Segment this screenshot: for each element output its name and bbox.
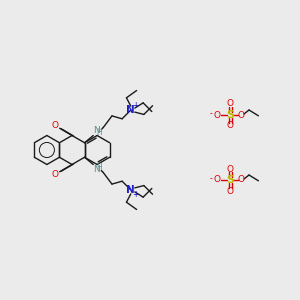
Text: S: S — [226, 175, 234, 185]
Text: N: N — [93, 126, 100, 135]
Text: -: - — [210, 110, 212, 118]
Text: N: N — [93, 165, 100, 174]
Text: N: N — [126, 185, 135, 195]
Text: N: N — [126, 105, 135, 115]
Text: O: O — [214, 176, 220, 184]
Text: O: O — [51, 170, 58, 179]
Text: O: O — [214, 110, 220, 119]
Text: +: + — [133, 100, 139, 109]
Text: O: O — [51, 121, 58, 130]
Text: O: O — [238, 110, 244, 119]
Text: O: O — [226, 100, 233, 109]
Text: H: H — [96, 128, 102, 137]
Text: -: - — [210, 175, 212, 184]
Text: H: H — [96, 163, 102, 172]
Text: S: S — [226, 110, 234, 120]
Text: O: O — [238, 176, 244, 184]
Text: O: O — [226, 122, 233, 130]
Text: O: O — [226, 187, 233, 196]
Text: +: + — [133, 190, 139, 200]
Text: O: O — [226, 164, 233, 173]
